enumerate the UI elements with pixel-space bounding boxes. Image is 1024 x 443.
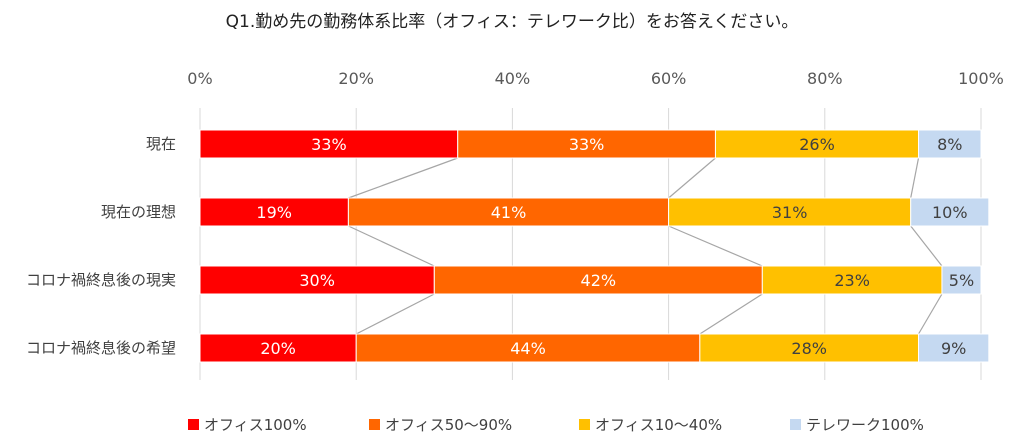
legend-swatch [790,419,801,430]
bar-segment [347,197,670,227]
legend-swatch [579,419,590,430]
bar-segment [668,197,912,227]
legend-swatch [188,419,199,430]
category-label: 現在 [146,135,176,153]
legend: オフィス100% オフィス50～90% オフィス10～40% テレワーク100% [188,416,924,434]
x-tick-label: 40% [495,69,531,88]
data-label: 5% [949,271,974,290]
bar-segment [761,265,943,295]
data-label: 26% [799,135,835,154]
data-label: 20% [260,339,296,358]
series-connector-line [918,293,943,335]
data-label: 33% [311,135,347,154]
data-label: 33% [569,135,605,154]
bar-segment [199,129,459,159]
series-connector-line [699,293,763,335]
series-connector-line [910,225,943,267]
series-connector-line [355,293,435,335]
series-connector-line [668,157,716,199]
x-tick-label: 80% [807,69,843,88]
data-label: 30% [299,271,335,290]
series-connector-line [910,157,920,199]
series-connector-line [668,225,763,267]
x-tick-label: 60% [651,69,687,88]
category-label: 現在の理想 [101,203,176,221]
data-label: 31% [772,203,808,222]
bar-segment [199,197,349,227]
legend-label: オフィス100% [204,416,307,434]
data-label: 44% [510,339,546,358]
bar-segment [433,265,763,295]
series-connector-line [348,225,435,267]
legend-label: オフィス50～90% [385,416,512,434]
data-label: 10% [932,203,968,222]
bar-segment [941,265,982,295]
bar-segment [918,333,990,363]
bar-segment [918,129,982,159]
data-label: 41% [491,203,527,222]
bars [199,129,990,363]
chart-title: Q1.勤め先の勤務体系比率（オフィス：テレワーク比）をお答えください。 [226,12,799,32]
bar-segment [355,333,701,363]
legend-label: テレワーク100% [806,416,924,434]
x-axis-ticks: 0% 20% 40% 60% 80% 100% [187,69,1004,88]
data-label: 28% [791,339,827,358]
x-tick-label: 0% [187,69,212,88]
category-label: コロナ禍終息後の現実 [26,271,176,289]
data-label: 9% [941,339,966,358]
series-lines [348,157,943,335]
data-label: 42% [581,271,617,290]
category-label: コロナ禍終息後の希望 [26,339,176,357]
legend-label: オフィス10～40% [595,416,722,434]
series-connector-line [348,157,458,199]
data-label: 8% [937,135,962,154]
bar-segment [910,197,990,227]
x-tick-label: 100% [958,69,1004,88]
legend-swatch [369,419,380,430]
data-labels: 33% 33% 26% 8% 19% 41% 31% 10% 30% 42% 23% 5% 20% 44%… [256,135,974,358]
data-label: 19% [256,203,292,222]
x-tick-label: 20% [338,69,374,88]
bar-segment [199,333,357,363]
data-label: 23% [834,271,870,290]
bar-segment [199,265,435,295]
